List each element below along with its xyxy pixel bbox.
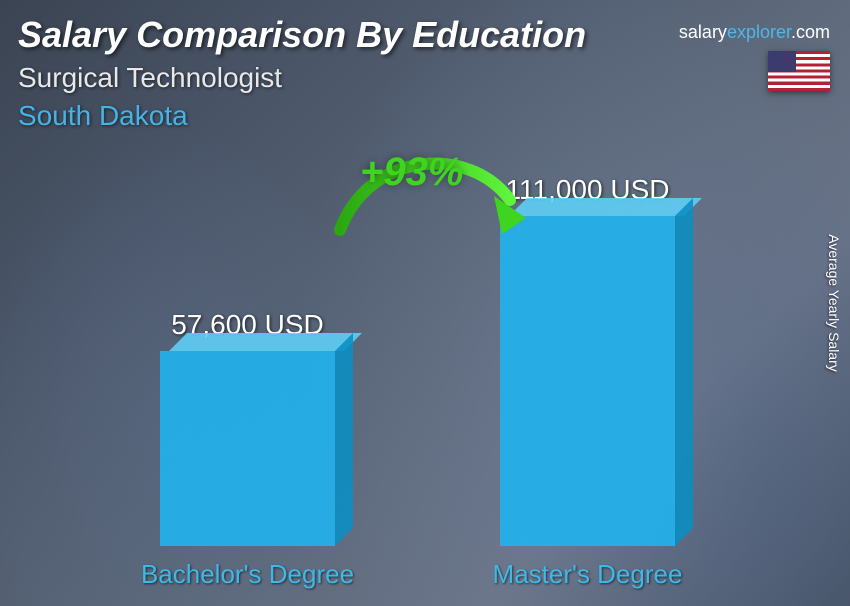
increase-arrow-icon (0, 0, 850, 606)
percentage-increase-badge: +93% (360, 150, 463, 195)
